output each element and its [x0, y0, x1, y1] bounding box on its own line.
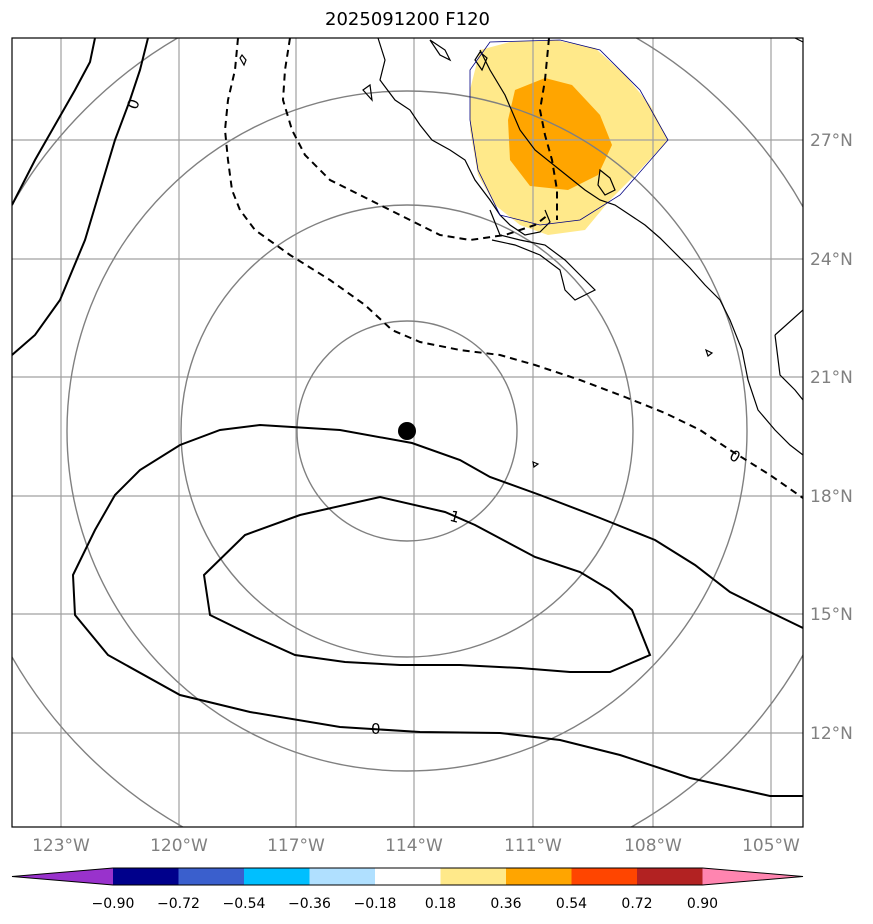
lon-label: 120°W — [150, 836, 208, 856]
colorbar-extend-high — [702, 868, 803, 885]
colorbar-tick-label: 0.18 — [425, 896, 456, 912]
storm-center-marker — [398, 422, 416, 440]
colorbar-tick-label: −0.18 — [354, 896, 397, 912]
colorbar-bin — [178, 868, 245, 885]
contour-label: 1 — [448, 507, 462, 527]
shade-orange — [508, 78, 612, 190]
lon-label: 123°W — [32, 836, 90, 856]
lat-label: 21°N — [810, 368, 853, 388]
range-rings — [12, 38, 803, 827]
colorbar: −0.90 −0.72 −0.54 −0.36 −0.18 0.18 0.36 0.54 0.7… — [11, 867, 804, 912]
colorbar-tick-label: −0.36 — [288, 896, 331, 912]
colorbar-tick-label: 0.36 — [490, 896, 521, 912]
colorbar-bin — [244, 868, 310, 885]
figure-title: 2025091200 F120 — [325, 9, 490, 30]
contour-label: 0 — [371, 720, 381, 738]
lon-label: 108°W — [624, 836, 682, 856]
colorbar-tick-label: −0.54 — [223, 896, 266, 912]
map-frame — [11, 37, 804, 828]
lat-label: 12°N — [810, 724, 853, 744]
lat-label: 18°N — [810, 487, 853, 507]
colorbar-tick-label: 0.54 — [556, 896, 587, 912]
colorbar-bin — [113, 868, 179, 885]
shade-outline — [469, 39, 669, 226]
coastlines — [239, 38, 803, 469]
lon-label: 117°W — [267, 836, 325, 856]
colorbar-tick-label: 0.90 — [687, 896, 718, 912]
lon-label: 114°W — [385, 836, 443, 856]
lon-label: 111°W — [504, 836, 562, 856]
colorbar-bin — [375, 868, 441, 885]
dashed-contours — [223, 38, 803, 499]
colorbar-tick-label: 0.72 — [621, 896, 652, 912]
colorbar-outline — [11, 867, 804, 886]
colorbar-bin — [309, 868, 376, 885]
colorbar-bin — [571, 868, 638, 885]
solid-contours — [12, 38, 803, 797]
colorbar-bin — [637, 868, 703, 885]
colorbar-bin — [506, 868, 572, 885]
colorbar-tick-label: −0.90 — [92, 896, 135, 912]
lat-label: 15°N — [810, 605, 853, 625]
colorbar-extend-low — [12, 868, 113, 885]
lat-label: 27°N — [810, 131, 853, 151]
grid-lines — [12, 38, 803, 827]
colorbar-bin — [440, 868, 507, 885]
lat-label: 24°N — [810, 250, 853, 270]
lon-tick-labels: 123°W 120°W 117°W 114°W 111°W 108°W 105°… — [32, 836, 800, 856]
lon-label: 105°W — [742, 836, 800, 856]
colorbar-tick-label: −0.72 — [157, 896, 200, 912]
lat-tick-labels: 27°N 24°N 21°N 18°N 15°N 12°N — [810, 131, 853, 744]
